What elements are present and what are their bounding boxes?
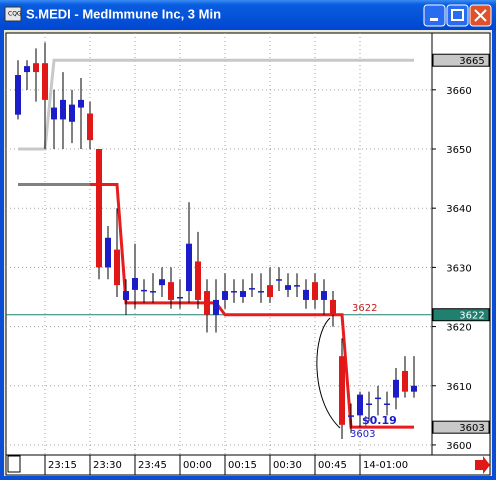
x-tick-label: 14-01:00 bbox=[363, 460, 408, 471]
candle-body bbox=[78, 99, 84, 108]
candle-body bbox=[114, 249, 120, 286]
annotation: $0.19 bbox=[362, 414, 397, 427]
candle-body bbox=[141, 289, 147, 292]
candle-body bbox=[375, 397, 381, 400]
candle-body bbox=[393, 379, 399, 398]
candle-body bbox=[267, 285, 273, 297]
candle-body bbox=[33, 63, 39, 73]
y-tick-label: 3630 bbox=[446, 263, 471, 274]
candle-body bbox=[366, 403, 372, 406]
y-tick-label: 3650 bbox=[446, 145, 471, 156]
candle-body bbox=[321, 291, 327, 300]
price-marker bbox=[432, 308, 490, 322]
title-bar[interactable] bbox=[0, 0, 496, 30]
annotation: 3603 bbox=[350, 429, 375, 440]
scroll-box[interactable] bbox=[7, 455, 21, 473]
level-line bbox=[18, 58, 414, 151]
candle-body bbox=[303, 289, 309, 300]
y-tick-label: 3610 bbox=[446, 382, 471, 393]
candle-body bbox=[204, 291, 210, 315]
candle-body bbox=[258, 291, 264, 293]
candle-body bbox=[339, 356, 345, 425]
close-glyph bbox=[474, 9, 487, 22]
maximize-button[interactable] bbox=[446, 4, 469, 27]
scroll-arrow[interactable] bbox=[475, 456, 490, 474]
y-tick-label: 3600 bbox=[446, 441, 471, 452]
price-marker bbox=[432, 53, 490, 67]
app-icon[interactable] bbox=[4, 6, 22, 22]
price-marker bbox=[432, 420, 490, 434]
candle-body bbox=[123, 291, 129, 300]
candle-body bbox=[150, 291, 156, 293]
candle-body bbox=[240, 291, 246, 297]
price-marker-label: 3665 bbox=[459, 56, 484, 67]
maximize-glyph bbox=[451, 9, 464, 21]
candle-body bbox=[312, 282, 318, 300]
candle-body bbox=[105, 237, 111, 268]
candle-body bbox=[186, 243, 192, 292]
price-marker-label: 3603 bbox=[459, 423, 484, 434]
candle-body bbox=[231, 291, 237, 293]
y-tick-label: 3660 bbox=[446, 86, 471, 97]
candle-body bbox=[285, 285, 291, 290]
candle-body bbox=[330, 299, 336, 315]
candle-body bbox=[69, 104, 75, 122]
candle-body bbox=[384, 403, 390, 406]
y-tick-label: 3620 bbox=[446, 323, 471, 334]
candle-body bbox=[222, 291, 228, 300]
candle-body bbox=[60, 99, 66, 120]
plot-area bbox=[5, 32, 433, 456]
candle-body bbox=[168, 282, 174, 300]
x-tick-label: 00:15 bbox=[228, 460, 257, 471]
candle-body bbox=[276, 279, 282, 281]
y-tick-label: 3640 bbox=[446, 204, 471, 215]
candle-body bbox=[51, 107, 57, 120]
candle-body bbox=[159, 279, 165, 286]
candle-body bbox=[96, 149, 102, 268]
candle-body bbox=[348, 415, 354, 417]
x-tick-label: 00:30 bbox=[273, 460, 302, 471]
candle-body bbox=[294, 285, 300, 287]
candle-body bbox=[411, 385, 417, 392]
candle-body bbox=[249, 288, 255, 290]
candle-body bbox=[24, 66, 30, 73]
candle-body bbox=[42, 63, 48, 100]
candle-body bbox=[177, 296, 183, 299]
x-tick-label: 23:30 bbox=[93, 460, 122, 471]
candle-body bbox=[213, 299, 219, 315]
price-axis bbox=[431, 32, 491, 456]
swing-arc bbox=[316, 317, 341, 429]
x-tick-label: 00:00 bbox=[183, 460, 212, 471]
x-tick-label: 23:15 bbox=[48, 460, 77, 471]
minimize-button[interactable] bbox=[423, 4, 446, 27]
candle-body bbox=[15, 75, 21, 115]
app-icon-glyph: CQG bbox=[8, 11, 22, 18]
candle-body bbox=[132, 278, 138, 290]
window-title: S.MEDI - MedImmune Inc, 3 Min bbox=[26, 6, 221, 21]
candle-body bbox=[195, 261, 201, 300]
x-tick-label: 00:45 bbox=[318, 460, 347, 471]
annotation: 3622 bbox=[352, 303, 377, 314]
minimize-glyph bbox=[430, 18, 438, 21]
candle-body bbox=[402, 370, 408, 392]
plot: 3600 3610 3620 3630 3640 3650 3660 23:15 23:30 23… bbox=[6, 33, 472, 475]
candle-body bbox=[357, 394, 363, 416]
window-buttons bbox=[423, 4, 492, 27]
candle-body bbox=[87, 113, 93, 141]
price-marker-label: 3622 bbox=[459, 311, 484, 322]
x-tick-label: 23:45 bbox=[138, 460, 167, 471]
